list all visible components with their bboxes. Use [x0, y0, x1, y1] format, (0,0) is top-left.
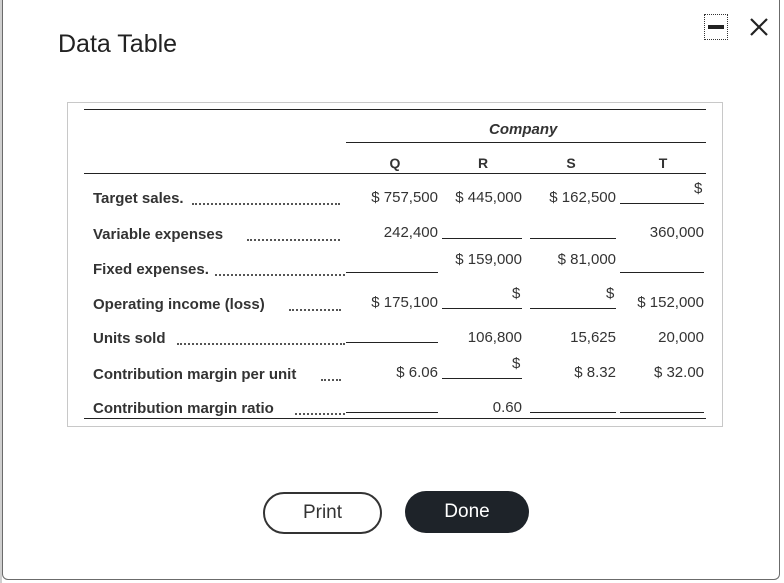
done-button[interactable]: Done: [405, 491, 529, 533]
dialog-title: Data Table: [58, 30, 178, 58]
leader-dots: [192, 203, 340, 205]
cell-target-sales-r: $ 445,000: [455, 189, 522, 206]
cell-target-sales-s: $ 162,500: [549, 189, 616, 206]
cell-units-sold-s: 15,625: [570, 329, 616, 346]
currency-sign: $: [694, 180, 703, 197]
input-line[interactable]: [530, 412, 616, 413]
cell-target-sales-q: $ 757,500: [371, 189, 438, 206]
row-label-variable-expenses: Variable expenses: [93, 226, 224, 243]
cell-cm-ratio-r: 0.60: [492, 399, 522, 416]
row-label-target-sales: Target sales.: [93, 190, 184, 207]
input-line[interactable]: [442, 308, 522, 309]
cell-cm-per-unit-q: $ 6.06: [396, 364, 438, 381]
input-line[interactable]: [620, 203, 704, 204]
table-bottom-rule: [84, 418, 706, 419]
input-line[interactable]: [530, 308, 616, 309]
input-line[interactable]: [530, 238, 616, 239]
company-header: Company: [489, 121, 558, 138]
minimize-icon: [708, 25, 724, 29]
column-header-r: R: [477, 155, 489, 171]
leader-dots: [247, 239, 340, 241]
leader-dots: [177, 343, 345, 345]
close-button[interactable]: [747, 15, 771, 39]
row-label-cm-per-unit: Contribution margin per unit: [93, 366, 297, 383]
row-label-cm-ratio: Contribution margin ratio: [93, 400, 274, 417]
input-line[interactable]: [442, 238, 522, 239]
input-line[interactable]: [346, 272, 438, 273]
cell-cm-per-unit-t: $ 32.00: [653, 364, 704, 381]
print-button[interactable]: Print: [263, 492, 382, 534]
currency-sign: $: [512, 355, 521, 372]
leader-dots: [289, 309, 341, 311]
cell-cm-per-unit-s: $ 8.32: [574, 364, 616, 381]
input-line[interactable]: [346, 342, 438, 343]
column-header-s: S: [566, 155, 576, 171]
input-line[interactable]: [620, 412, 704, 413]
cell-operating-income-q: $ 175,100: [371, 294, 438, 311]
header-rule: [84, 173, 706, 174]
input-line[interactable]: [620, 272, 704, 273]
background-edge: [0, 0, 2, 583]
leader-dots: [295, 413, 345, 415]
data-table: [67, 102, 723, 427]
column-header-q: Q: [389, 155, 401, 171]
row-label-fixed-expenses: Fixed expenses.: [93, 261, 209, 278]
table-top-rule: [84, 109, 706, 110]
column-header-t: T: [658, 155, 668, 171]
leader-dots: [215, 274, 345, 276]
cell-fixed-expenses-r: $ 159,000: [455, 251, 522, 268]
input-line[interactable]: [442, 378, 522, 379]
row-label-operating-income: Operating income (loss): [93, 296, 265, 313]
cell-operating-income-t: $ 152,000: [637, 294, 704, 311]
cell-units-sold-r: 106,800: [467, 329, 522, 346]
row-label-units-sold: Units sold: [93, 330, 166, 347]
close-icon: [750, 18, 768, 36]
cell-fixed-expenses-s: $ 81,000: [557, 251, 616, 268]
leader-dots: [321, 379, 341, 381]
company-rule: [346, 142, 706, 143]
cell-units-sold-t: 20,000: [658, 329, 704, 346]
minimize-button[interactable]: [704, 14, 728, 40]
cell-variable-expenses-t: 360,000: [649, 224, 704, 241]
cell-variable-expenses-q: 242,400: [383, 224, 438, 241]
input-line[interactable]: [346, 412, 438, 413]
currency-sign: $: [606, 285, 615, 302]
currency-sign: $: [512, 285, 521, 302]
